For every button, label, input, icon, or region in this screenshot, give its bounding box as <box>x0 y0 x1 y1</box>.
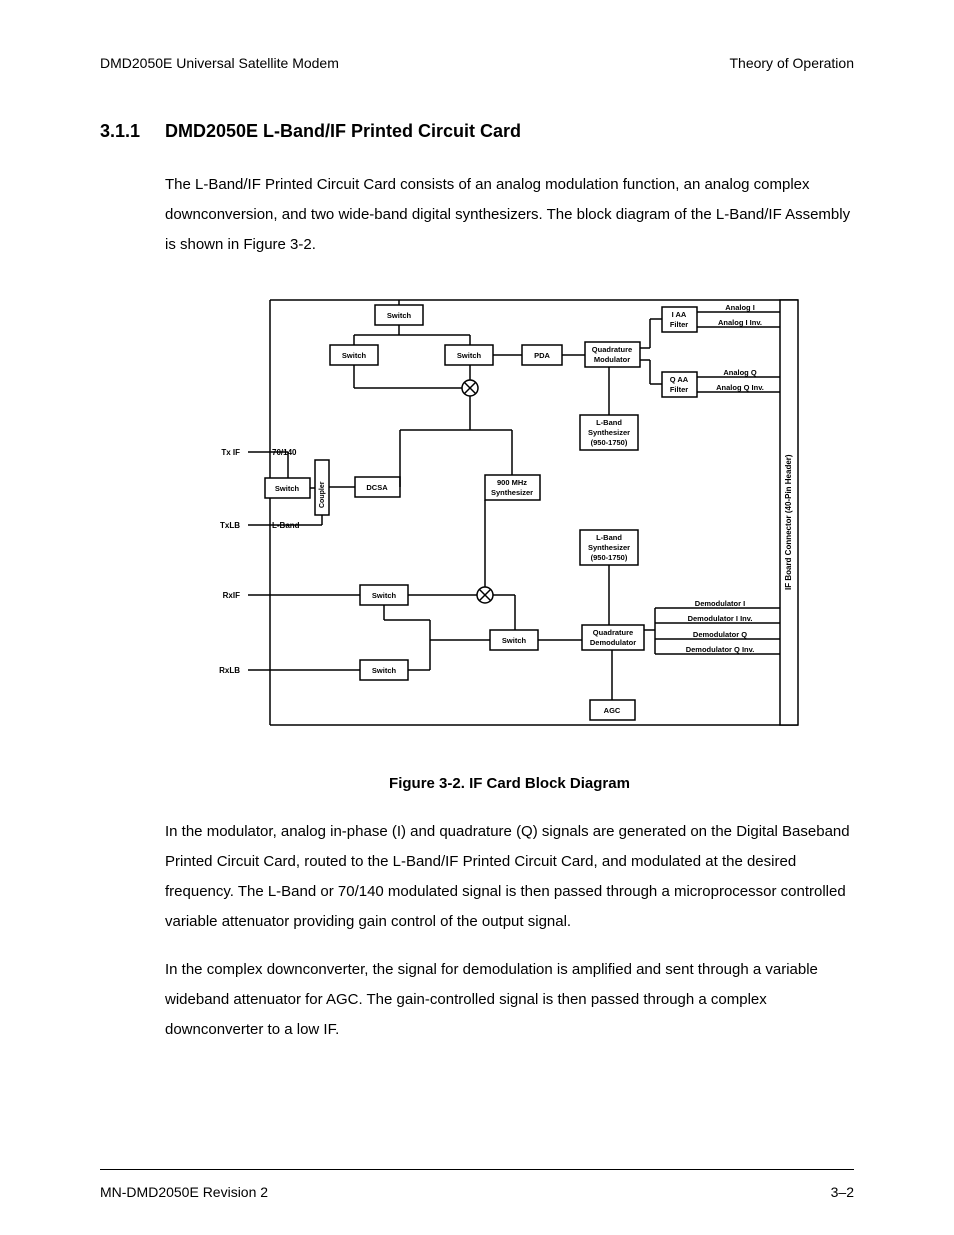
switch-t2-label: Switch <box>341 351 366 360</box>
switch-r2-label: Switch <box>501 636 526 645</box>
port-tx-if: Tx IF <box>221 448 240 457</box>
iaa-label2: Filter <box>669 320 687 329</box>
pda-label: PDA <box>534 351 550 360</box>
switch-r3-label: Switch <box>371 666 396 675</box>
port-txlb: TxLB <box>220 521 240 530</box>
lband-syn1-l3: (950-1750) <box>590 438 627 447</box>
lband-syn1-l2: Synthesizer <box>587 428 629 437</box>
section-heading: 3.1.1 DMD2050E L-Band/IF Printed Circuit… <box>100 121 854 142</box>
sig-demod-q-inv: Demodulator Q Inv. <box>685 645 754 654</box>
port-lband: L-Band <box>272 521 300 530</box>
section-title: DMD2050E L-Band/IF Printed Circuit Card <box>165 121 521 142</box>
port-70-140: 70/140 <box>272 448 297 457</box>
switch-b1-label: Switch <box>274 484 299 493</box>
footer-left: MN-DMD2050E Revision 2 <box>100 1184 268 1200</box>
iaa-label1: I AA <box>671 310 686 319</box>
header-left: DMD2050E Universal Satellite Modem <box>100 55 339 71</box>
block-diagram-svg: IF Board Connector (40-Pin Header) Switc… <box>200 290 820 735</box>
lband-syn1-l1: L-Band <box>596 418 622 427</box>
sig-analog-q-inv: Analog Q Inv. <box>716 383 764 392</box>
footer-right: 3–2 <box>831 1184 854 1200</box>
footer-rule <box>100 1169 854 1170</box>
mixer-icon <box>462 380 478 396</box>
sig-demod-q: Demodulator Q <box>692 630 746 639</box>
sig-demod-i-inv: Demodulator I Inv. <box>687 614 752 623</box>
mixer-icon <box>477 587 493 603</box>
syn900-l2: Synthesizer <box>490 488 532 497</box>
switch-t3-label: Switch <box>456 351 481 360</box>
header-right: Theory of Operation <box>729 55 854 71</box>
syn900-l1: 900 MHz <box>496 478 526 487</box>
figure-block-diagram: IF Board Connector (40-Pin Header) Switc… <box>165 290 854 792</box>
coupler-label: Coupler <box>319 481 326 508</box>
paragraph-3: In the complex downconverter, the signal… <box>165 955 854 1045</box>
document-page: DMD2050E Universal Satellite Modem Theor… <box>0 0 954 1235</box>
sig-analog-i-inv: Analog I Inv. <box>717 318 761 327</box>
quad-mod-label1: Quadrature <box>591 345 631 354</box>
port-rxlb: RxLB <box>219 666 240 675</box>
section-number: 3.1.1 <box>100 121 165 142</box>
figure-caption: Figure 3-2. IF Card Block Diagram <box>165 775 854 792</box>
page-header: DMD2050E Universal Satellite Modem Theor… <box>100 55 854 71</box>
page-footer: MN-DMD2050E Revision 2 3–2 <box>100 1184 854 1200</box>
switch-t1-label: Switch <box>386 311 411 320</box>
qaa-label2: Filter <box>669 385 687 394</box>
sig-demod-i: Demodulator I <box>694 599 744 608</box>
paragraph-1: The L-Band/IF Printed Circuit Card consi… <box>165 170 854 260</box>
quad-demod-l1: Quadrature <box>592 628 632 637</box>
agc-label: AGC <box>603 706 620 715</box>
port-rxif: RxIF <box>222 591 239 600</box>
dcsa-label: DCSA <box>366 483 388 492</box>
paragraph-2: In the modulator, analog in-phase (I) an… <box>165 817 854 937</box>
sig-analog-q: Analog Q <box>723 368 756 377</box>
lband-syn2-l2: Synthesizer <box>587 543 629 552</box>
if-connector-label: IF Board Connector (40-Pin Header) <box>784 454 793 590</box>
quad-demod-l2: Demodulator <box>589 638 635 647</box>
sig-analog-i: Analog I <box>725 303 755 312</box>
switch-r1-label: Switch <box>371 591 396 600</box>
lband-syn2-l3: (950-1750) <box>590 553 627 562</box>
quad-mod-label2: Modulator <box>593 355 629 364</box>
lband-syn2-l1: L-Band <box>596 533 622 542</box>
qaa-label1: Q AA <box>669 375 688 384</box>
